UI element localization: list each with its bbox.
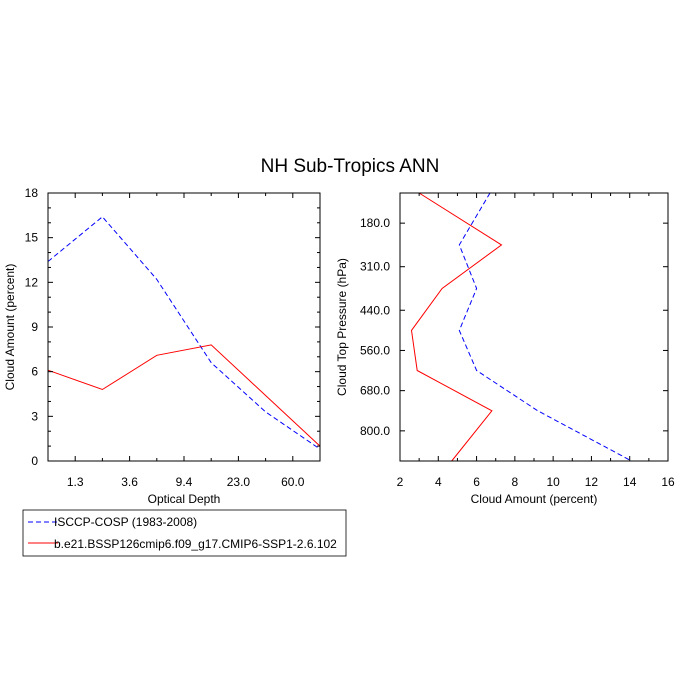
left-x-tick-label: 23.0 <box>227 475 251 489</box>
right-y-tick-label: 680.0 <box>360 384 390 398</box>
right-x-tick-label: 6 <box>473 475 480 489</box>
left-y-tick-label: 15 <box>25 231 39 245</box>
right-plot-frame <box>399 192 669 462</box>
left-y-tick-label: 9 <box>31 320 38 334</box>
right-x-tick-label: 4 <box>435 475 442 489</box>
right-y-tick-label: 560.0 <box>360 343 390 357</box>
left-series-model-line <box>47 344 321 447</box>
right-y-tick-label: 180.0 <box>360 216 390 230</box>
right-series-obs-line <box>458 192 632 462</box>
right-x-tick-label: 14 <box>623 475 637 489</box>
right-y-tick-label: 440.0 <box>360 303 390 317</box>
left-plot-frame <box>47 192 321 462</box>
right-y-tick-label: 800.0 <box>360 424 390 438</box>
left-y-tick-label: 3 <box>31 409 38 423</box>
right-x-tick-label: 12 <box>585 475 599 489</box>
legend-label-model: b.e21.BSSP126cmip6.f09_g17.CMIP6-SSP1-2.… <box>54 537 337 551</box>
left-y-tick-label: 12 <box>25 275 39 289</box>
right-x-tick-label: 2 <box>397 475 404 489</box>
right-x-tick-label: 16 <box>661 475 675 489</box>
right-x-tick-label: 10 <box>546 475 560 489</box>
left-y-axis-label: Cloud Amount (percent) <box>3 264 17 391</box>
left-series-obs-line <box>47 216 321 450</box>
left-x-axis-label: Optical Depth <box>148 492 221 506</box>
legend-box <box>22 509 347 557</box>
left-y-tick-label: 6 <box>31 365 38 379</box>
legend-label-obs: ISCCP-COSP (1983-2008) <box>54 515 197 529</box>
right-x-tick-label: 8 <box>512 475 519 489</box>
right-series-model-line <box>410 192 503 462</box>
legend: ISCCP-COSP (1983-2008) b.e21.BSSP126cmip… <box>22 509 347 557</box>
left-x-tick-label: 9.4 <box>176 475 193 489</box>
left-y-tick-label: 18 <box>25 186 39 200</box>
optical-depth-panel: 1.3 3.6 9.4 23.0 60.0 0 3 6 9 12 15 18 Optical Dept… <box>3 186 321 506</box>
right-x-axis-label: Cloud Amount (percent) <box>471 492 598 506</box>
chart-title: NH Sub-Tropics ANN <box>261 156 440 177</box>
right-y-tick-label: 310.0 <box>360 260 390 274</box>
left-x-tick-label: 3.6 <box>121 475 138 489</box>
left-y-tick-label: 0 <box>31 454 38 468</box>
left-x-tick-label: 60.0 <box>281 475 305 489</box>
right-y-axis-label: Cloud Top Pressure (hPa) <box>335 258 349 396</box>
left-x-tick-label: 1.3 <box>67 475 84 489</box>
cloud-top-pressure-panel: 2 4 6 8 10 12 14 16 180.0 310.0 440.0 560.0 680.0 800… <box>335 192 675 506</box>
